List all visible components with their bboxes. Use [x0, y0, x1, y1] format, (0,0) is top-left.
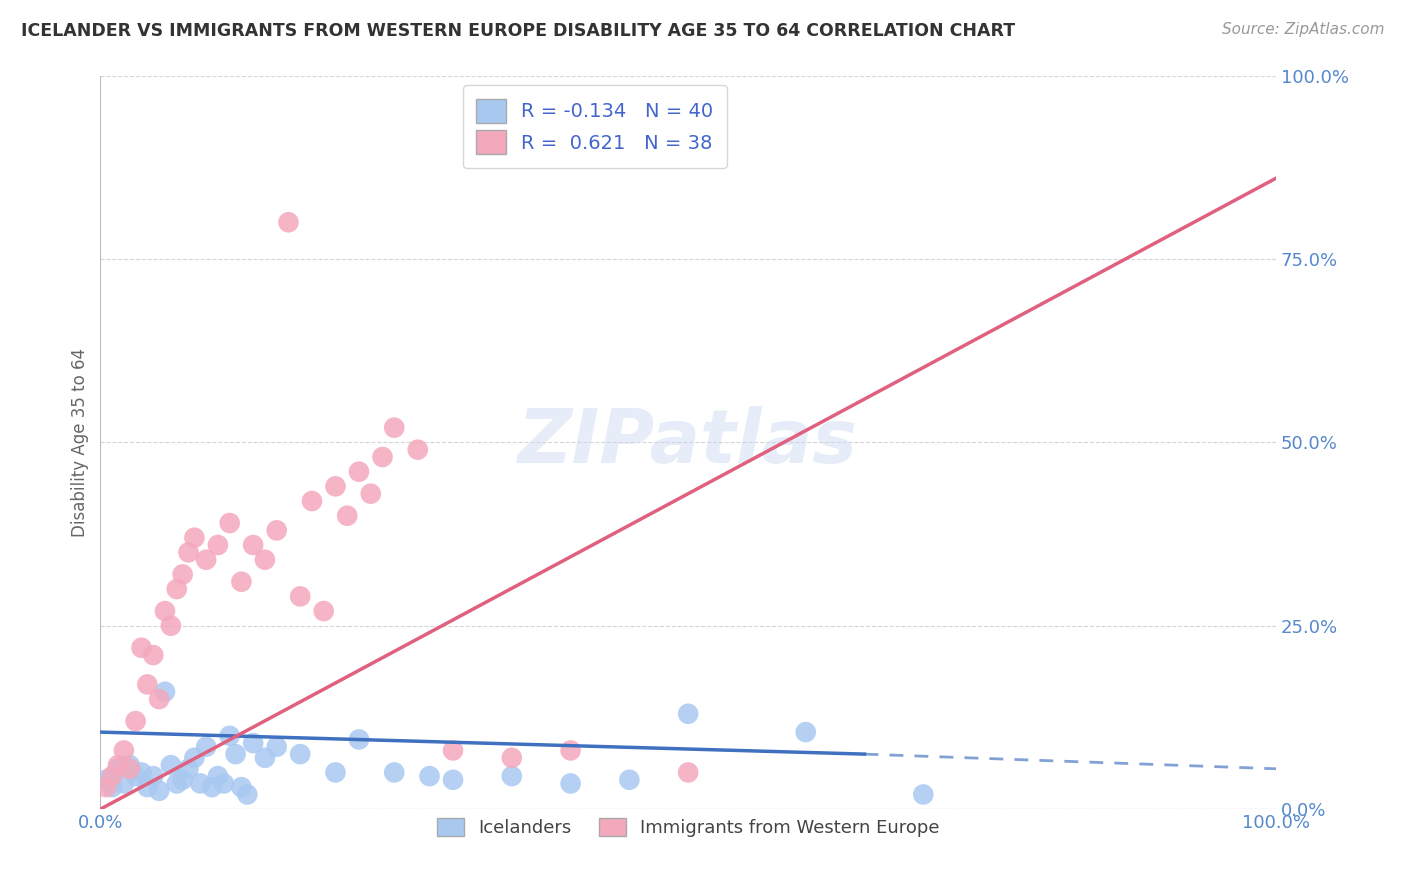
Point	[325, 479, 347, 493]
Point	[347, 465, 370, 479]
Point	[231, 780, 253, 794]
Point	[96, 772, 118, 787]
Point	[212, 776, 235, 790]
Point	[172, 567, 194, 582]
Point	[153, 685, 176, 699]
Point	[218, 516, 240, 530]
Point	[183, 531, 205, 545]
Point	[325, 765, 347, 780]
Point	[501, 751, 523, 765]
Point	[277, 215, 299, 229]
Point	[153, 604, 176, 618]
Point	[195, 552, 218, 566]
Point	[124, 714, 146, 728]
Point	[253, 552, 276, 566]
Point	[236, 788, 259, 802]
Point	[112, 743, 135, 757]
Point	[142, 769, 165, 783]
Point	[177, 762, 200, 776]
Point	[794, 725, 817, 739]
Point	[441, 772, 464, 787]
Text: ZIPatlas: ZIPatlas	[519, 406, 858, 479]
Legend: Icelanders, Immigrants from Western Europe: Icelanders, Immigrants from Western Euro…	[429, 810, 946, 844]
Point	[131, 765, 153, 780]
Point	[560, 743, 582, 757]
Point	[166, 776, 188, 790]
Point	[266, 524, 288, 538]
Point	[418, 769, 440, 783]
Point	[207, 769, 229, 783]
Point	[912, 788, 935, 802]
Point	[266, 739, 288, 754]
Point	[301, 494, 323, 508]
Point	[101, 780, 124, 794]
Point	[242, 736, 264, 750]
Point	[560, 776, 582, 790]
Point	[441, 743, 464, 757]
Point	[107, 758, 129, 772]
Point	[112, 776, 135, 790]
Point	[136, 780, 159, 794]
Point	[347, 732, 370, 747]
Point	[253, 751, 276, 765]
Point	[124, 769, 146, 783]
Point	[148, 784, 170, 798]
Point	[142, 648, 165, 662]
Point	[160, 758, 183, 772]
Point	[188, 776, 211, 790]
Point	[676, 765, 699, 780]
Point	[136, 677, 159, 691]
Point	[382, 765, 405, 780]
Point	[118, 758, 141, 772]
Point	[676, 706, 699, 721]
Point	[207, 538, 229, 552]
Point	[148, 692, 170, 706]
Point	[218, 729, 240, 743]
Point	[231, 574, 253, 589]
Point	[619, 772, 641, 787]
Point	[201, 780, 224, 794]
Point	[160, 618, 183, 632]
Point	[166, 582, 188, 596]
Point	[172, 772, 194, 787]
Point	[101, 769, 124, 783]
Point	[195, 739, 218, 754]
Point	[501, 769, 523, 783]
Point	[371, 450, 394, 464]
Point	[131, 640, 153, 655]
Point	[382, 420, 405, 434]
Point	[290, 747, 312, 761]
Point	[225, 747, 247, 761]
Point	[96, 780, 118, 794]
Point	[290, 590, 312, 604]
Point	[336, 508, 359, 523]
Y-axis label: Disability Age 35 to 64: Disability Age 35 to 64	[72, 348, 89, 537]
Point	[177, 545, 200, 559]
Point	[183, 751, 205, 765]
Point	[118, 762, 141, 776]
Point	[242, 538, 264, 552]
Point	[312, 604, 335, 618]
Point	[406, 442, 429, 457]
Text: Source: ZipAtlas.com: Source: ZipAtlas.com	[1222, 22, 1385, 37]
Text: ICELANDER VS IMMIGRANTS FROM WESTERN EUROPE DISABILITY AGE 35 TO 64 CORRELATION : ICELANDER VS IMMIGRANTS FROM WESTERN EUR…	[21, 22, 1015, 40]
Point	[107, 762, 129, 776]
Point	[360, 486, 382, 500]
